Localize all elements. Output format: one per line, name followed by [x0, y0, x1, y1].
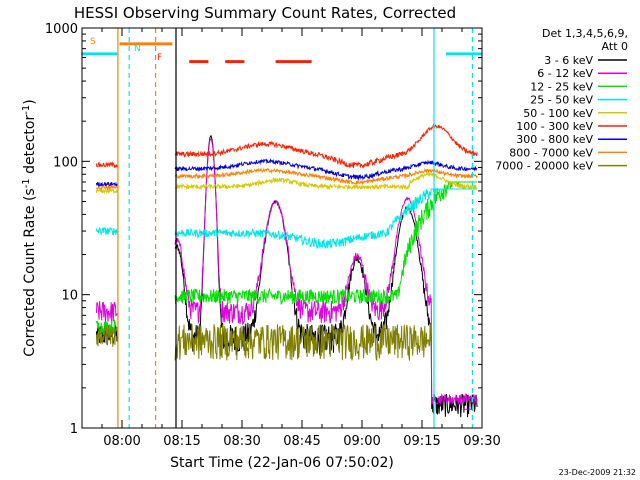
legend-label: 100 - 300 keV	[516, 120, 593, 133]
y-axis-label-pre: Corrected Count Rate (s	[22, 188, 38, 356]
series-line-9-a	[95, 325, 118, 347]
x-tick-label: 09:30	[463, 434, 500, 449]
series-line-6-a	[95, 161, 118, 169]
plot-area	[81, 28, 482, 428]
flag-label-f: F	[157, 53, 162, 63]
x-tick-label: 08:30	[223, 434, 260, 449]
legend-label: 3 - 6 keV	[544, 54, 593, 67]
flag-label-s: S	[90, 37, 96, 47]
series-line-4-b	[174, 187, 478, 250]
legend-header-1: Det 1,3,4,5,6,9,	[542, 27, 628, 40]
series-line-2-b	[174, 138, 478, 405]
series-line-7-b	[174, 158, 478, 181]
chart-title: HESSI Observing Summary Count Rates, Cor…	[74, 4, 456, 22]
y-axis: 1 10 100 1000	[45, 22, 482, 437]
legend-label: 50 - 100 keV	[523, 107, 593, 120]
x-tick-label: 09:00	[343, 434, 380, 449]
x-tick-label: 09:15	[403, 434, 440, 449]
y-axis-label-sup2: -1	[21, 105, 32, 115]
series-line-9-b	[174, 324, 432, 361]
x-axis: 08:00 08:15 08:30 08:45 09:00 09:15 09:30	[81, 28, 501, 449]
series-line-4-a	[95, 226, 118, 237]
y-tick-label: 1	[70, 422, 78, 437]
legend-label: 6 - 12 keV	[537, 67, 593, 80]
plot-frame	[81, 27, 483, 429]
flag-label-n: N	[134, 44, 141, 54]
legend-header-2: Att 0	[602, 40, 628, 53]
legend-label: 12 - 25 keV	[530, 80, 593, 93]
x-tick-label: 08:15	[163, 434, 200, 449]
legend-label: 7000 - 20000 keV	[495, 160, 593, 173]
y-axis-label-sup1: -1	[21, 178, 32, 188]
series-line-5-b	[174, 171, 478, 191]
series-line-6-b	[174, 123, 478, 169]
x-tick-label: 08:00	[103, 434, 140, 449]
legend-label: 25 - 50 keV	[530, 94, 593, 107]
x-axis-label: Start Time (22-Jan-06 07:50:02)	[170, 455, 394, 471]
y-tick-label: 100	[53, 155, 78, 170]
series-line-2-a	[95, 301, 118, 323]
y-axis-label: Corrected Count Rate (s-1 detector-1)	[21, 99, 39, 356]
y-axis-label-post: )	[22, 99, 38, 104]
series-line-5-a	[95, 187, 118, 195]
legend-label: 800 - 7000 keV	[509, 146, 593, 159]
series-line-8-b	[174, 167, 478, 185]
legend-label: 300 - 800 keV	[516, 133, 593, 146]
series-line-3-b	[174, 181, 478, 305]
footer-timestamp: 23-Dec-2009 21:32	[559, 468, 636, 477]
y-tick-label: 1000	[45, 22, 78, 37]
series-line-7-a	[95, 181, 118, 188]
x-tick-label: 08:45	[283, 434, 320, 449]
y-tick-label: 10	[61, 289, 78, 304]
y-axis-label-mid: detector	[22, 115, 38, 179]
series-line-8-a	[95, 184, 118, 191]
